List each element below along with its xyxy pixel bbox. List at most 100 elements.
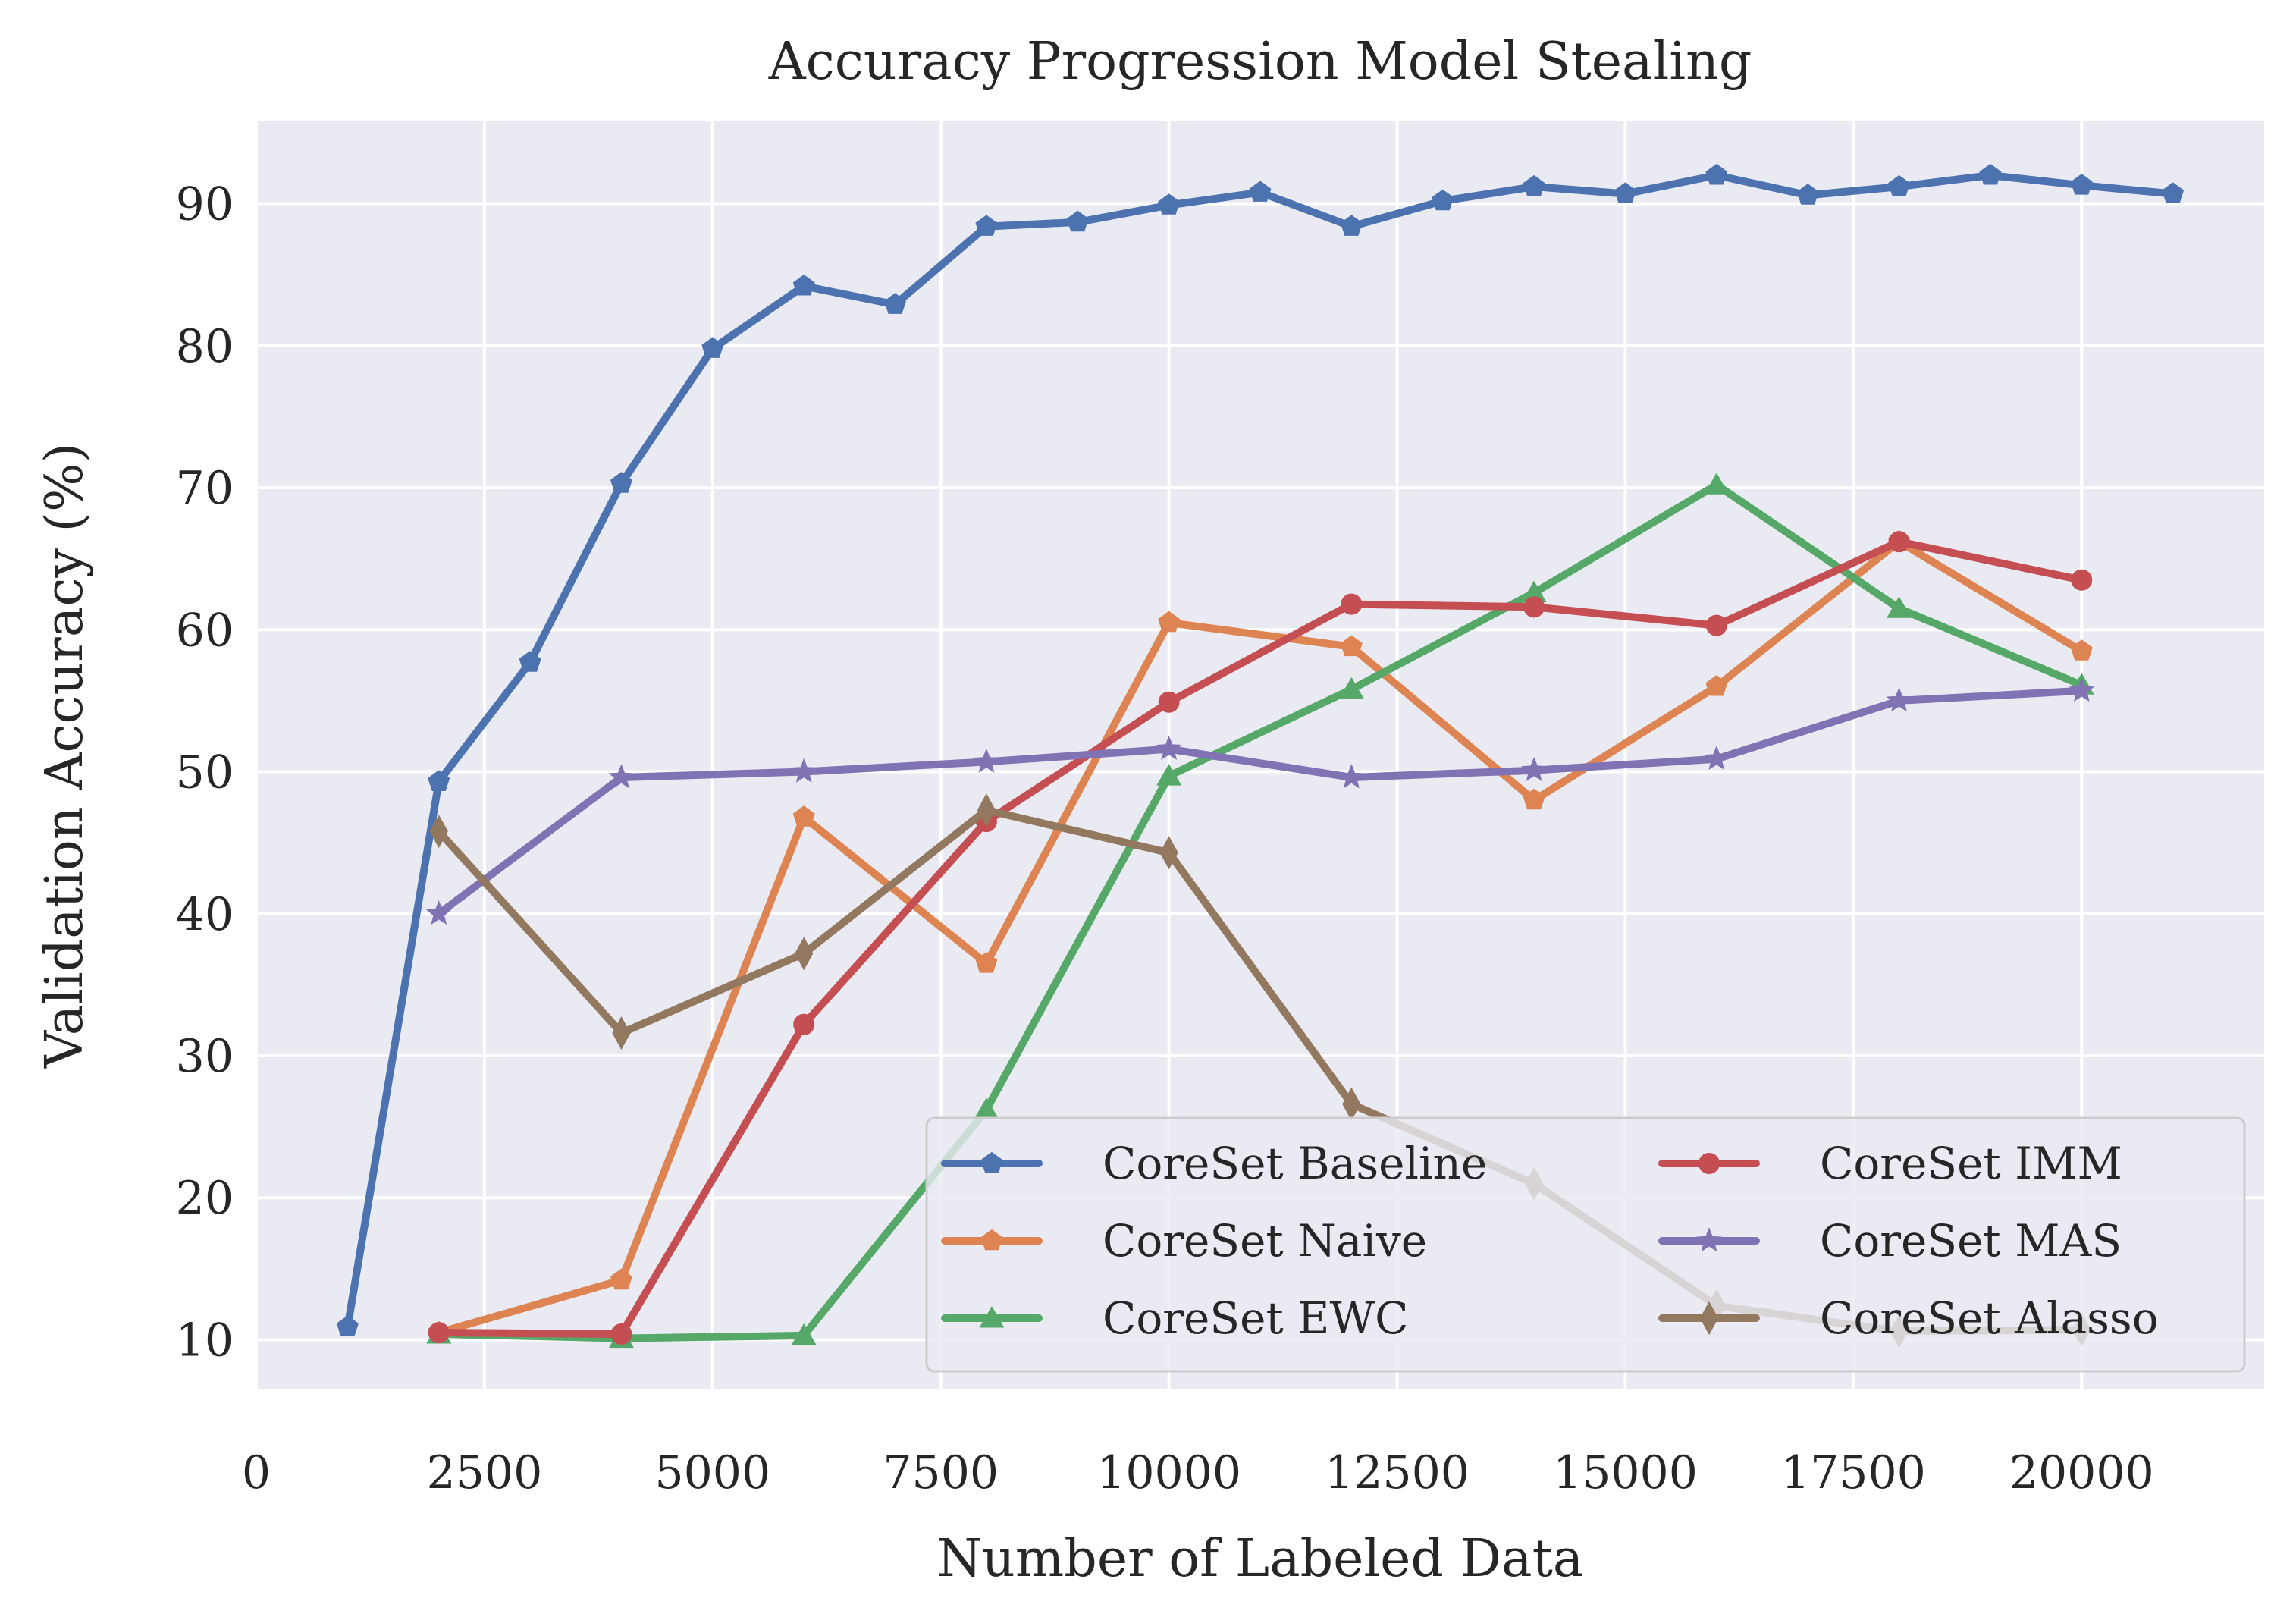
data-point bbox=[2162, 182, 2185, 203]
data-point bbox=[1338, 677, 1364, 699]
y-tick-label: 70 bbox=[176, 462, 234, 515]
data-point bbox=[519, 651, 541, 672]
data-point bbox=[425, 900, 452, 925]
series-line bbox=[434, 481, 2086, 1342]
data-point bbox=[793, 1013, 815, 1035]
x-axis-label: Number of Labeled Data bbox=[937, 1529, 1584, 1589]
y-tick-label: 40 bbox=[176, 888, 234, 941]
data-point bbox=[1523, 788, 1545, 810]
data-point bbox=[1159, 836, 1178, 870]
data-point bbox=[975, 952, 998, 973]
chart-title: Accuracy Progression Model Stealing bbox=[768, 32, 1752, 92]
x-tick-label: 5000 bbox=[654, 1446, 770, 1499]
data-point bbox=[1340, 635, 1363, 657]
data-point bbox=[610, 1323, 632, 1345]
legend-marker bbox=[979, 1305, 1005, 1328]
data-point bbox=[2070, 639, 2093, 661]
data-point bbox=[1338, 764, 1365, 789]
data-point bbox=[1523, 174, 1545, 196]
legend-label: CoreSet MAS bbox=[1820, 1215, 2122, 1267]
data-point bbox=[612, 1016, 631, 1050]
legend-item: CoreSet Naive bbox=[941, 1215, 1427, 1267]
legend-item: CoreSet IMM bbox=[1658, 1138, 2122, 1189]
data-point bbox=[1888, 531, 1910, 553]
series-line bbox=[434, 538, 2086, 1338]
y-tick-label: 20 bbox=[176, 1172, 234, 1225]
data-point bbox=[1704, 745, 1730, 771]
data-point bbox=[1704, 473, 1730, 495]
x-tick-label: 2500 bbox=[427, 1446, 543, 1499]
data-point bbox=[2071, 569, 2093, 591]
data-point bbox=[1796, 184, 1819, 205]
data-point bbox=[1156, 735, 1182, 760]
data-point bbox=[428, 770, 450, 791]
data-point bbox=[1888, 174, 1911, 196]
y-axis-label: Validation Accuracy (%) bbox=[35, 443, 95, 1069]
data-point bbox=[1705, 674, 1728, 696]
data-point bbox=[428, 1322, 450, 1344]
series-line bbox=[434, 538, 2086, 1337]
x-tick-label: 15000 bbox=[1553, 1446, 1698, 1499]
data-point bbox=[2069, 677, 2095, 702]
legend-label: CoreSet IMM bbox=[1820, 1138, 2122, 1189]
legend-marker bbox=[1698, 1153, 1720, 1174]
x-tick-label: 7500 bbox=[883, 1446, 999, 1499]
legend: CoreSet Baseline CoreSet Naive CoreSet EWC… bbox=[925, 1116, 2246, 1373]
data-point bbox=[610, 472, 632, 493]
data-point bbox=[884, 293, 907, 314]
data-point bbox=[336, 1315, 359, 1336]
x-tick-label: 17500 bbox=[1781, 1446, 1926, 1499]
x-tick-labels: 0 2500 5000 7500 10000 12500 15000 17500 20000 bbox=[242, 1446, 2154, 1499]
data-point bbox=[1887, 596, 1912, 618]
data-point bbox=[608, 764, 635, 789]
data-point bbox=[973, 748, 999, 773]
x-tick-label: 10000 bbox=[1096, 1446, 1241, 1499]
legend-marker bbox=[1696, 1227, 1722, 1252]
data-point bbox=[1158, 611, 1181, 633]
data-point bbox=[1341, 593, 1363, 615]
data-point bbox=[2070, 174, 2093, 195]
data-point bbox=[791, 758, 817, 783]
x-tick-label: 20000 bbox=[2009, 1446, 2154, 1499]
data-point bbox=[1249, 181, 1272, 202]
data-point bbox=[1158, 193, 1181, 215]
legend-label: CoreSet Alasso bbox=[1820, 1292, 2159, 1344]
legend-item: CoreSet Alasso bbox=[1658, 1292, 2159, 1344]
data-point bbox=[1614, 182, 1636, 203]
y-tick-label: 10 bbox=[176, 1314, 234, 1367]
data-point bbox=[795, 937, 814, 971]
data-point bbox=[975, 215, 998, 236]
data-point bbox=[1705, 163, 1728, 185]
x-tick-label: 0 bbox=[242, 1446, 271, 1499]
legend-item: CoreSet MAS bbox=[1658, 1215, 2122, 1267]
series-line bbox=[434, 686, 2086, 918]
legend-marker bbox=[980, 1229, 1003, 1251]
legend-item: CoreSet EWC bbox=[941, 1292, 1408, 1344]
legend-label: CoreSet Baseline bbox=[1103, 1138, 1487, 1189]
data-point bbox=[1523, 596, 1545, 618]
y-tick-labels: 10 20 30 40 50 60 70 80 90 bbox=[176, 178, 234, 1367]
y-tick-label: 80 bbox=[176, 320, 234, 373]
y-tick-label: 60 bbox=[176, 604, 234, 657]
data-point bbox=[977, 793, 996, 827]
y-tick-label: 50 bbox=[176, 746, 234, 799]
data-point bbox=[1158, 691, 1180, 713]
data-point bbox=[429, 815, 448, 849]
data-point bbox=[1979, 163, 2002, 185]
data-point bbox=[1340, 215, 1363, 236]
data-point bbox=[1066, 210, 1089, 232]
legend-label: CoreSet EWC bbox=[1103, 1292, 1408, 1344]
data-point bbox=[1521, 756, 1548, 782]
data-point bbox=[792, 805, 815, 827]
data-point bbox=[610, 1268, 632, 1290]
series-coreset-imm bbox=[428, 531, 2093, 1345]
legend-marker bbox=[1699, 1301, 1719, 1336]
y-tick-label: 90 bbox=[176, 178, 234, 231]
data-point bbox=[1156, 764, 1182, 786]
series-coreset-mas bbox=[425, 677, 2095, 925]
legend-item: CoreSet Baseline bbox=[941, 1138, 1487, 1189]
data-point bbox=[792, 274, 815, 296]
legend-label: CoreSet Naive bbox=[1103, 1215, 1427, 1267]
series-coreset-baseline bbox=[336, 163, 2185, 1336]
